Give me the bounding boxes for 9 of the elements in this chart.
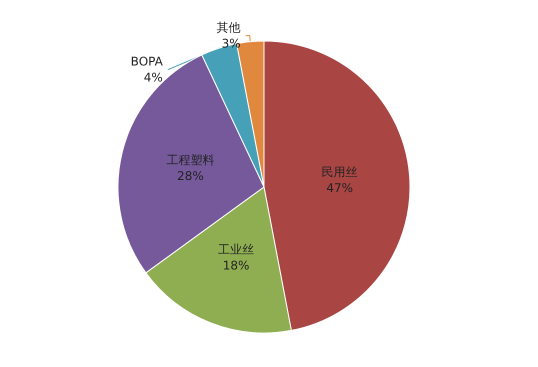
slice-label: BOPA [130,54,164,69]
data-label: 28% [177,169,204,184]
data-label: 18% [222,258,250,273]
slice-label: 工程塑料 [166,153,214,168]
slice-label: 工业丝 [218,242,254,257]
slice-label: 民用丝 [322,164,358,179]
data-label: 47% [326,180,353,195]
slice-label: 其他 [216,20,241,35]
data-label: 4% [144,70,163,85]
